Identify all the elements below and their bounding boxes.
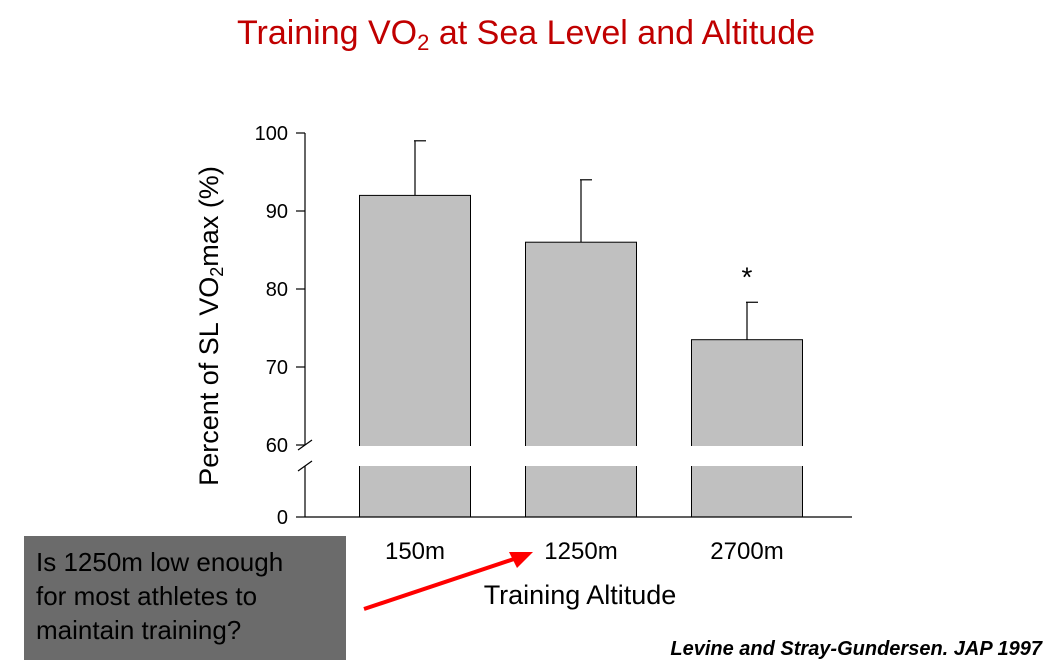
axis-layer: 150m 1250m 2700m 0 60 70 80 90 100 [255,123,858,611]
bar-2700m [691,339,803,518]
axis-break-gap [291,446,858,466]
y-tick-label: 0 [277,507,288,529]
bar-1250m [525,241,637,518]
bar-150m [359,194,471,518]
significance-marker: * [742,261,753,292]
y-tick-label: 90 [266,201,288,223]
arrow-head-icon [509,552,533,568]
x-tick-label: 150m [385,538,445,565]
callout-box: Is 1250m low enough for most athletes to… [24,536,346,660]
axis-break-mark [297,460,313,472]
citation: Levine and Stray-Gundersen. JAP 1997 [670,638,1042,660]
x-tick-label: 2700m [710,538,783,565]
y-tick-label: 70 [266,357,288,379]
page-title: Training VO2 at Sea Level and Altitude [236,14,816,55]
y-tick-label: 60 [266,435,288,457]
y-tick-label: 100 [255,123,288,145]
x-tick-label: 1250m [544,538,617,565]
arrow-icon [363,557,515,611]
y-tick-label: 80 [266,279,288,301]
x-axis-label: Training Altitude [483,580,677,610]
